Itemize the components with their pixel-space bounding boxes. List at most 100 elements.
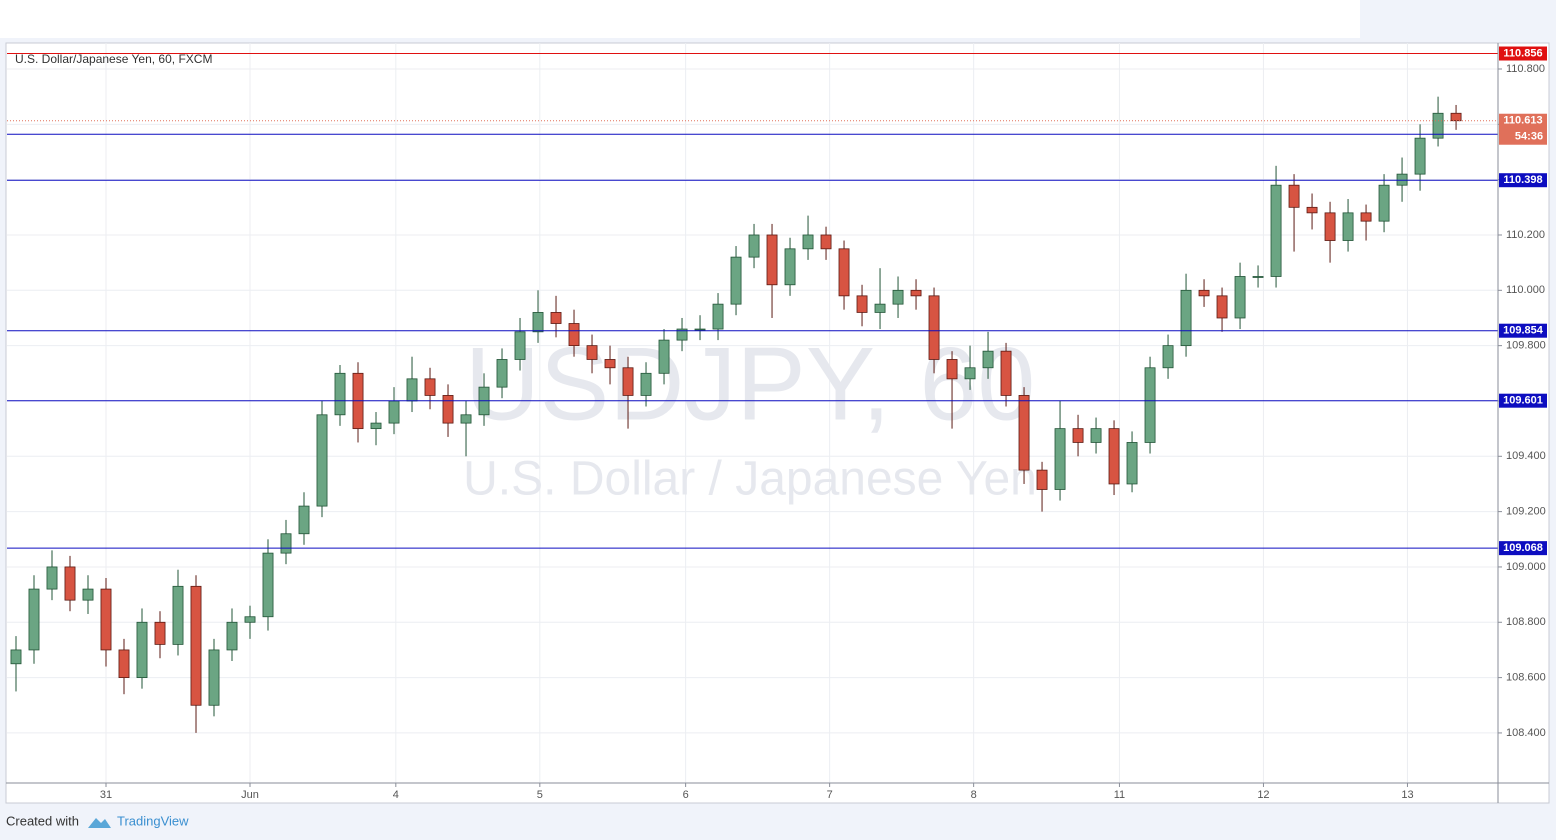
candle-body (1180, 289, 1192, 347)
candle-body (46, 566, 58, 590)
candle-body (136, 621, 148, 679)
candle-body (1342, 212, 1354, 241)
watermark-subtitle: U.S. Dollar / Japanese Yen (463, 453, 1037, 506)
candle-body (640, 372, 652, 396)
candle-body (694, 328, 706, 331)
watermark: USDJPY, 60 (465, 326, 1035, 442)
level-label-box (1499, 46, 1547, 61)
candle-body (460, 414, 472, 424)
level-label: 109.068 (1503, 542, 1543, 554)
candle-body (226, 621, 238, 651)
last-price-label: 110.613 (1503, 115, 1542, 127)
level-label-box (1499, 323, 1547, 338)
candle-body (298, 505, 310, 535)
tradingview-logo[interactable] (88, 818, 111, 828)
candle-body (1144, 367, 1156, 443)
x-tick-label: 7 (827, 789, 833, 801)
candle-body (1288, 184, 1300, 208)
candle-body (208, 649, 220, 706)
candle-body (748, 234, 760, 258)
footer-text: Created with (6, 813, 79, 828)
countdown-label: 54:36 (1515, 131, 1543, 143)
footer-brand[interactable]: TradingView (117, 813, 189, 828)
candle-body (334, 372, 346, 416)
candle-body (874, 303, 886, 313)
candle-body (28, 588, 40, 651)
level-label-box (1499, 393, 1547, 408)
candle-body (1090, 428, 1102, 443)
candle-body (550, 312, 562, 324)
overlay (7, 53, 1498, 549)
candle-body (532, 312, 544, 333)
y-tick-label: 109.200 (1506, 506, 1546, 518)
candle-body (316, 414, 328, 507)
level-label: 110.856 (1503, 47, 1542, 59)
candle-body (1396, 173, 1408, 186)
y-tick-label: 110.800 (1506, 63, 1545, 75)
top-bar (0, 0, 1360, 38)
last-price-box (1499, 113, 1547, 145)
candle-body (1108, 428, 1120, 485)
candle-body (172, 585, 184, 645)
candle-body (766, 234, 778, 286)
x-tick-label: Jun (241, 789, 259, 801)
candle-body (154, 621, 166, 645)
candle-body (928, 295, 940, 360)
x-tick-label: 13 (1401, 789, 1413, 801)
candle-body (370, 422, 382, 430)
candles (10, 96, 1462, 733)
y-tick-label: 108.400 (1506, 727, 1546, 739)
candle-body (1324, 212, 1336, 241)
x-tick-label: 8 (971, 789, 977, 801)
candle-body (1432, 112, 1444, 139)
candle-body (1270, 184, 1282, 277)
candle-body (1252, 276, 1264, 278)
candle-body (118, 649, 130, 679)
x-tick-label: 31 (100, 789, 112, 801)
y-tick-label: 108.600 (1506, 672, 1546, 684)
level-label-box (1499, 173, 1547, 188)
candle-body (946, 359, 958, 380)
candle-body (442, 395, 454, 424)
candle-body (820, 234, 832, 250)
candle-body (1162, 345, 1174, 369)
candle-body (406, 378, 418, 402)
y-tick-label: 109.800 (1506, 340, 1546, 352)
candle-body (1378, 184, 1390, 222)
level-label: 109.601 (1503, 395, 1543, 407)
candle-body (586, 345, 598, 360)
candle-body (1054, 428, 1066, 490)
candle-body (1360, 212, 1372, 222)
candle-body (1036, 469, 1048, 490)
chart-title: U.S. Dollar/Japanese Yen, 60, FXCM (15, 52, 212, 66)
candle-body (1198, 289, 1210, 297)
x-tick-label: 4 (393, 789, 399, 801)
candle-body (892, 289, 904, 305)
candle-body (568, 323, 580, 347)
candle-body (1306, 206, 1318, 214)
candle-body (676, 328, 688, 341)
candle-body (280, 533, 292, 554)
candle-body (100, 588, 112, 651)
candle-body (10, 649, 22, 665)
candle-body (1018, 395, 1030, 471)
candle-body (982, 350, 994, 369)
x-tick-label: 6 (683, 789, 689, 801)
level-label: 110.398 (1503, 174, 1542, 186)
candle-body (424, 378, 436, 396)
candle-body (1234, 276, 1246, 319)
candle-body (838, 248, 850, 297)
candle-body (964, 367, 976, 380)
y-tick-label: 109.400 (1506, 450, 1546, 462)
candle-body (190, 585, 202, 706)
candle-body (496, 359, 508, 388)
candle-body (64, 566, 76, 601)
candle-body (730, 256, 742, 305)
candle-body (1414, 137, 1426, 175)
y-tick-label: 110.200 (1506, 229, 1545, 241)
candle-body (910, 289, 922, 297)
level-label-box (1499, 541, 1547, 556)
candle-body (1000, 350, 1012, 396)
